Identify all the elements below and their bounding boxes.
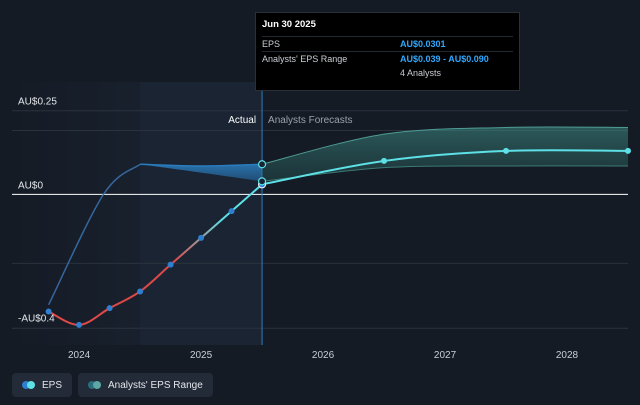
x-tick-label: 2024 bbox=[68, 350, 91, 361]
x-tick-label: 2028 bbox=[556, 350, 579, 361]
legend-dot bbox=[93, 381, 102, 389]
y-tick-label: AU$0 bbox=[18, 180, 43, 191]
tooltip-key: EPS bbox=[262, 39, 281, 49]
eps-point bbox=[137, 288, 144, 295]
tooltip: Jun 30 2025 EPS AU$0.0301 Analysts' EPS … bbox=[255, 12, 520, 91]
eps-point bbox=[167, 261, 174, 268]
tooltip-key: Analysts' EPS Range bbox=[262, 54, 348, 64]
tooltip-key bbox=[262, 68, 400, 78]
legend-label: Analysts' EPS Range bbox=[108, 379, 203, 391]
historical-range-band bbox=[140, 164, 263, 182]
tooltip-row-eps: EPS AU$0.0301 bbox=[262, 36, 513, 51]
eps-point bbox=[106, 305, 113, 312]
actual-label: Actual bbox=[228, 115, 256, 126]
eps-point bbox=[76, 321, 83, 328]
eps-forecast-point bbox=[381, 157, 388, 164]
eps-forecast-point bbox=[625, 147, 631, 154]
x-tick-label: 2025 bbox=[190, 350, 213, 361]
past-region-shade bbox=[12, 82, 141, 345]
legend: EPS Analysts' EPS Range bbox=[12, 373, 213, 397]
x-tick-label: 2027 bbox=[434, 350, 457, 361]
y-tick-label: AU$0.25 bbox=[18, 97, 57, 108]
eps-forecast-line bbox=[261, 149, 629, 186]
legend-label: EPS bbox=[42, 379, 63, 391]
legend-dot bbox=[22, 381, 30, 389]
legend-item-eps[interactable]: EPS bbox=[12, 373, 73, 397]
tooltip-analyst-count: 4 Analysts bbox=[400, 68, 442, 78]
tooltip-date: Jun 30 2025 bbox=[262, 19, 316, 30]
eps-point bbox=[198, 234, 205, 241]
forecast-upper-line bbox=[261, 126, 629, 165]
actual-region-shade bbox=[140, 82, 263, 345]
legend-dots-icon bbox=[22, 381, 36, 389]
eps-point bbox=[45, 308, 52, 315]
tooltip-value: AU$0.0301 bbox=[400, 39, 446, 49]
range-upper-line bbox=[140, 163, 263, 167]
range-approach-line bbox=[47, 163, 141, 306]
legend-dots-icon bbox=[88, 381, 102, 389]
eps-forecast-point bbox=[503, 147, 510, 154]
tooltip-value: AU$0.039 - AU$0.090 bbox=[400, 54, 489, 64]
forecast-label: Analysts Forecasts bbox=[268, 115, 352, 126]
range-upper-point bbox=[257, 160, 267, 169]
x-tick-label: 2026 bbox=[312, 350, 335, 361]
tooltip-row-analysts: 4 Analysts bbox=[262, 66, 513, 80]
legend-dot bbox=[27, 381, 35, 389]
tooltip-row-range: Analysts' EPS Range AU$0.039 - AU$0.090 bbox=[262, 51, 513, 66]
legend-item-range[interactable]: Analysts' EPS Range bbox=[78, 373, 213, 397]
y-tick-label: -AU$0.4 bbox=[18, 313, 55, 324]
forecast-lower-line bbox=[262, 165, 629, 182]
eps-point bbox=[228, 208, 235, 215]
range-lower-point bbox=[257, 177, 267, 186]
legend-dot bbox=[88, 381, 97, 389]
